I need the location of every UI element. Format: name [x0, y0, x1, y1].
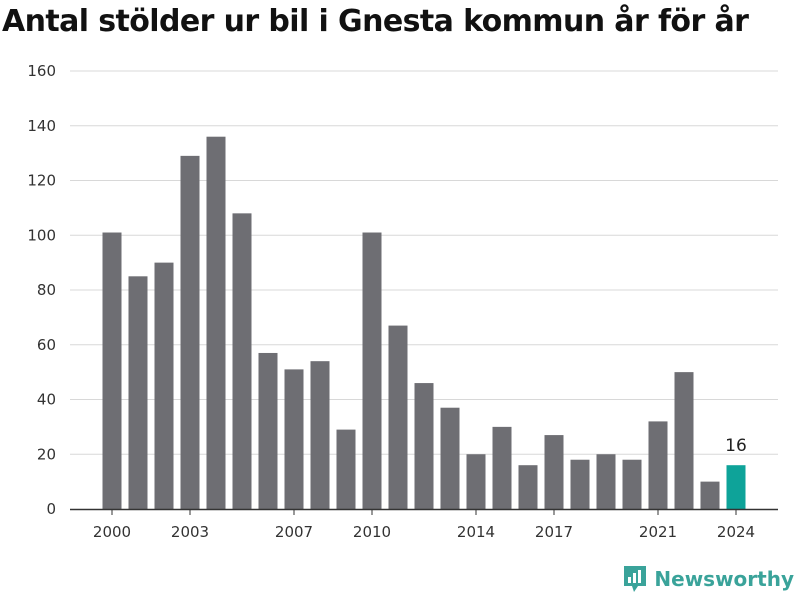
- chart-title: Antal stölder ur bil i Gnesta kommun år …: [2, 4, 749, 39]
- bar-2007: [284, 369, 304, 509]
- bars: [102, 136, 746, 510]
- bar-2001: [128, 276, 148, 509]
- value-label-2024: 16: [725, 436, 747, 456]
- bar-2023: [700, 481, 720, 509]
- bar-2006: [258, 352, 278, 509]
- brand-logo: Newsworthy: [622, 564, 794, 594]
- bar-2014: [466, 454, 486, 509]
- bar-2003: [180, 155, 200, 510]
- bar-2004: [206, 136, 226, 509]
- y-tick-label-40: 40: [37, 391, 56, 409]
- y-tick-label-0: 0: [46, 500, 56, 518]
- x-tick-label-2003: 2003: [171, 523, 209, 541]
- bar-2024: [726, 465, 746, 509]
- bar-2017: [544, 435, 564, 509]
- bar-2018: [570, 459, 590, 509]
- x-tick-label-2007: 2007: [275, 523, 313, 541]
- bar-2015: [492, 426, 512, 509]
- bar-2009: [336, 429, 356, 509]
- x-tick-label-2010: 2010: [353, 523, 391, 541]
- x-axis: 2000 2003 2007 2010 2014 2017 2021 2024: [70, 508, 778, 541]
- value-labels: 16: [725, 436, 747, 456]
- bar-2019: [596, 454, 616, 509]
- x-tick-label-2017: 2017: [535, 523, 573, 541]
- bar-2021: [648, 421, 668, 509]
- x-tick-label-2014: 2014: [457, 523, 495, 541]
- brand-name: Newsworthy: [654, 567, 794, 591]
- y-tick-label-160: 160: [27, 62, 56, 80]
- y-tick-label-120: 120: [27, 172, 56, 190]
- bar-2013: [440, 407, 460, 509]
- bar-2008: [310, 361, 330, 509]
- x-tick-label-2021: 2021: [639, 523, 677, 541]
- bar-2012: [414, 383, 434, 509]
- y-tick-label-20: 20: [37, 445, 56, 463]
- bar-2000: [102, 232, 122, 509]
- bar-2002: [154, 262, 174, 509]
- bar-2005: [232, 213, 252, 509]
- newsworthy-logo-icon: [624, 566, 647, 592]
- x-tick-label-2024: 2024: [717, 523, 755, 541]
- y-tick-label-60: 60: [37, 336, 56, 354]
- x-tick-label-2000: 2000: [93, 523, 131, 541]
- bar-2016: [518, 465, 538, 509]
- bar-2010: [362, 232, 382, 509]
- y-tick-label-140: 140: [27, 117, 56, 135]
- bar-2020: [622, 459, 642, 509]
- bar-2022: [674, 372, 694, 509]
- y-axis-ticks: 0 20 40 60 80 100 120 140 160: [27, 62, 56, 518]
- y-tick-label-100: 100: [27, 226, 56, 244]
- bar-2011: [388, 325, 408, 509]
- y-tick-label-80: 80: [37, 281, 56, 299]
